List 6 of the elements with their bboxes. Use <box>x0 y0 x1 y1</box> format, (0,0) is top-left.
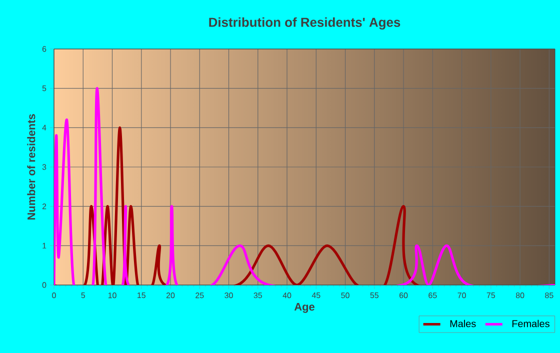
y-axis-title: Number of residents <box>27 114 36 220</box>
x-axis-title: Age <box>294 303 314 313</box>
legend-label: Males <box>450 320 476 328</box>
chart-title: Distribution of Residents' Ages <box>209 17 400 30</box>
line-series <box>54 87 555 285</box>
legend-label: Females <box>512 320 550 328</box>
